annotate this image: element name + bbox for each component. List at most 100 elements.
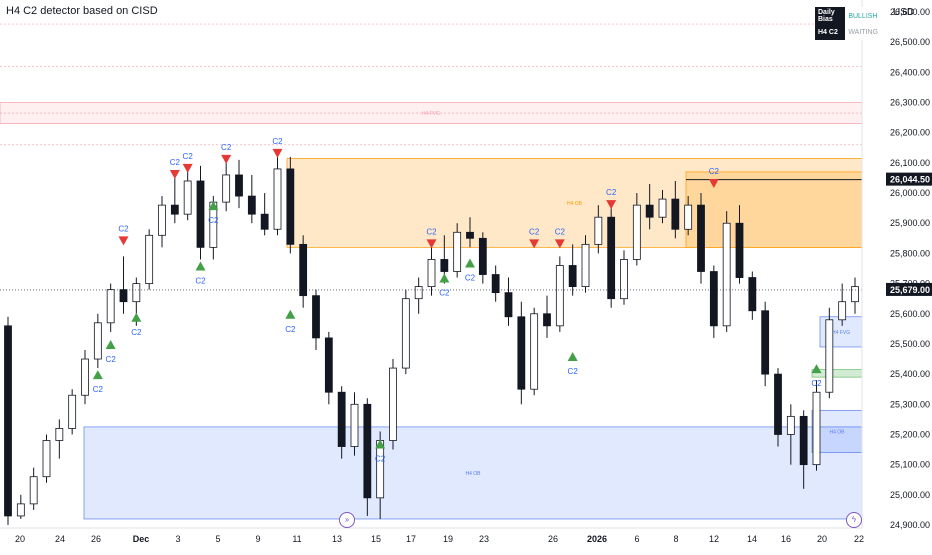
candle-body <box>491 274 500 294</box>
y-tick-label: 25,800.00 <box>890 248 930 258</box>
bull-marker <box>131 312 142 322</box>
candle-body <box>145 234 154 284</box>
c2-label: C2 <box>170 158 181 167</box>
candle-body <box>183 180 192 215</box>
currency-label: USD <box>893 7 915 18</box>
y-tick-label: 26,600.00 <box>890 7 930 17</box>
x-tick-label: 20 <box>15 534 25 544</box>
y-tick-label: 24,900.00 <box>890 520 930 530</box>
bull-marker <box>567 352 578 362</box>
daily-bias-value: BULLISH <box>845 7 881 25</box>
x-tick-label: 26 <box>91 534 101 544</box>
x-tick-label: 24 <box>55 534 65 544</box>
y-tick-label: 26,400.00 <box>890 67 930 77</box>
c2-label: C2 <box>529 227 540 236</box>
candle-body <box>389 367 397 441</box>
x-tick-label: 23 <box>479 534 489 544</box>
candle-body <box>16 503 25 517</box>
bear-marker <box>221 154 232 164</box>
c2-label: C2 <box>375 455 386 464</box>
y-tick-label: 25,000.00 <box>890 490 930 500</box>
bear-marker <box>272 148 283 158</box>
daily-bias-label: Daily Bias <box>815 7 846 25</box>
y-tick-label: 26,000.00 <box>890 188 930 198</box>
y-tick-label: 25,200.00 <box>890 429 930 439</box>
candle-body <box>645 204 654 218</box>
candle-body <box>350 403 359 447</box>
c2-label: C2 <box>568 367 579 376</box>
candle-body <box>453 231 462 272</box>
candle-body <box>658 198 667 218</box>
candle-body <box>786 415 795 435</box>
replay-icon[interactable]: » <box>339 512 355 528</box>
candle-body <box>478 237 487 275</box>
candle-body <box>260 213 269 230</box>
h4-c2-label: H4 C2 <box>815 25 846 40</box>
candle-body <box>761 310 770 375</box>
y-tick-label: 26,300.00 <box>890 98 930 108</box>
candle-body <box>774 373 782 435</box>
lightning-icon[interactable]: ϟ <box>846 512 862 528</box>
candle-body <box>247 195 256 215</box>
candle-body <box>838 301 847 321</box>
c2-label: C2 <box>106 355 117 364</box>
bear-marker <box>426 239 437 249</box>
c2-label: C2 <box>183 152 194 161</box>
x-tick-label: 12 <box>709 534 719 544</box>
c2-label: C2 <box>208 216 219 225</box>
bear-marker <box>118 236 129 246</box>
x-tick-label: 19 <box>443 534 453 544</box>
bull-marker <box>811 364 822 374</box>
x-tick-label: 13 <box>332 534 342 544</box>
y-tick-label: 25,300.00 <box>890 399 930 409</box>
x-tick-label: 6 <box>634 534 639 544</box>
zone-orange <box>286 158 863 248</box>
candle-body <box>748 277 757 312</box>
x-tick-label: 15 <box>371 534 381 544</box>
c2-label: C2 <box>221 143 232 152</box>
c2-label: C2 <box>555 227 566 236</box>
candle-body <box>709 271 718 327</box>
y-tick-label: 26,200.00 <box>890 128 930 138</box>
c2-label: C2 <box>606 188 617 197</box>
candle-body <box>632 204 641 260</box>
candle-body <box>286 168 295 245</box>
price-label: 25,679.00 <box>890 285 930 295</box>
c2-label: C2 <box>426 227 437 236</box>
bear-marker <box>708 179 719 189</box>
c2-label: C2 <box>285 325 296 334</box>
bear-marker <box>182 163 193 173</box>
candle-body <box>132 283 141 303</box>
x-tick-label: 22 <box>854 534 864 544</box>
x-tick-label: 17 <box>406 534 416 544</box>
x-tick-label: 3 <box>175 534 180 544</box>
bear-marker <box>529 239 540 249</box>
candle-body <box>530 313 539 390</box>
price-label-box <box>886 172 932 186</box>
candle-body <box>555 265 564 327</box>
y-tick-label: 25,400.00 <box>890 369 930 379</box>
c2-label: C2 <box>131 328 142 337</box>
bull-marker <box>105 339 116 349</box>
candle-body <box>607 216 616 300</box>
zone-blue <box>83 426 863 520</box>
candle-body <box>684 204 693 230</box>
bull-marker <box>439 273 450 283</box>
candle-body <box>517 316 526 390</box>
candle-body <box>722 222 731 327</box>
y-tick-label: 26,100.00 <box>890 158 930 168</box>
candle-body <box>825 319 834 393</box>
x-tick-label: 16 <box>781 534 791 544</box>
candle-body <box>55 428 64 441</box>
y-tick-label: 25,100.00 <box>890 460 930 470</box>
candle-body <box>337 391 346 447</box>
candle-body <box>851 286 859 303</box>
c2-label: C2 <box>195 276 206 285</box>
x-tick-label: Dec <box>133 534 150 544</box>
candle-body <box>735 222 744 278</box>
price-label: 26,044.50 <box>890 175 930 185</box>
candle-body <box>81 358 89 396</box>
price-label-box <box>886 282 932 296</box>
